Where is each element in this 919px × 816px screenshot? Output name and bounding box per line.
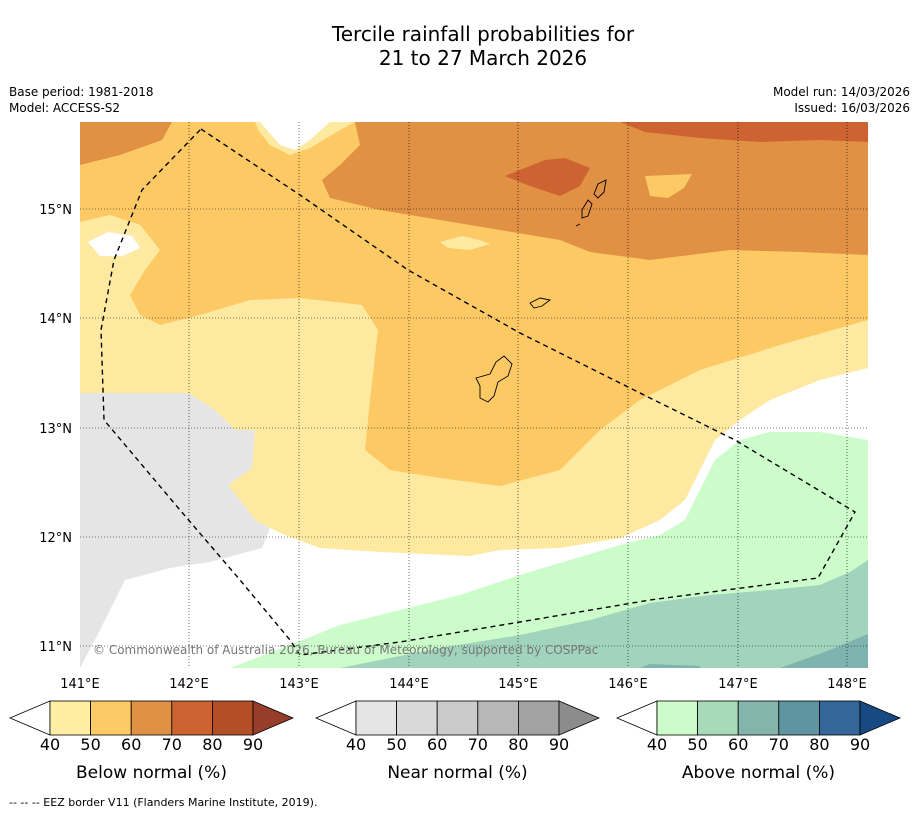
colorbar-tick: 50 xyxy=(687,735,707,754)
model-info: Base period: 1981-2018 Model: ACCESS-S2 xyxy=(9,84,154,116)
islands xyxy=(475,179,607,403)
colorbar-tick: 50 xyxy=(80,735,100,754)
above-normal-60-region xyxy=(780,634,868,668)
colorbar-label: Near normal (%) xyxy=(387,763,527,783)
run-info: Model run: 14/03/2026 Issued: 16/03/2026 xyxy=(773,84,910,116)
lon-label: 145°E xyxy=(498,677,538,692)
model-run: Model run: 14/03/2026 xyxy=(772,85,910,99)
colorbar-upper-extend xyxy=(558,700,601,736)
probability-map: © Commonwealth of Australia 2026, Bureau… xyxy=(80,122,868,668)
colorbar-segment xyxy=(737,700,780,736)
title-line-1: Tercile rainfall probabilities for xyxy=(331,22,635,46)
colorbar-segment xyxy=(477,700,519,736)
colorbar-segment xyxy=(518,700,560,736)
lat-label: 11°N xyxy=(39,640,72,655)
colorbar-segment xyxy=(778,700,820,736)
colorbar-segment xyxy=(436,700,479,736)
colorbar-label: Below normal (%) xyxy=(76,763,227,783)
lat-label: 14°N xyxy=(39,312,72,327)
longitude-labels: 141°E 142°E 143°E 144°E 145°E 146°E 147°E 148°E xyxy=(60,677,867,692)
colorbar-segment xyxy=(697,700,739,736)
colorbar-0: 40 50 60 70 80 90 Below normal (%) xyxy=(8,700,295,783)
colorbar-segment xyxy=(171,700,213,736)
white-gap-a xyxy=(260,122,330,150)
lon-label: 142°E xyxy=(169,677,209,692)
above-normal-60-patch xyxy=(640,664,700,668)
colorbar-tick: 80 xyxy=(202,735,222,754)
colorbar-lower-extend xyxy=(314,700,357,736)
colorbar-segment xyxy=(49,700,91,736)
below-normal-70-patch xyxy=(505,158,590,196)
eez-footnote: -- -- -- EEZ border V11 (Flanders Marine… xyxy=(9,796,318,809)
lon-label: 148°E xyxy=(827,677,867,692)
white-gap-c xyxy=(88,232,140,256)
colorbar-segment xyxy=(90,700,132,736)
colorbar-segment xyxy=(211,700,254,736)
colorbar-upper-extend xyxy=(252,700,295,736)
below-normal-60-region xyxy=(80,122,172,165)
colorbar-tick: 80 xyxy=(508,735,528,754)
colorbar-tick: 40 xyxy=(647,735,667,754)
colorbars: 40 50 60 70 80 90 Below normal (%) 40 50 60 70 80 90… xyxy=(8,700,902,783)
colorbar-upper-extend xyxy=(859,700,902,736)
colorbar-1: 40 50 60 70 80 90 Near normal (%) xyxy=(314,700,601,783)
island-saipan xyxy=(593,179,607,199)
colorbar-label: Above normal (%) xyxy=(682,763,835,783)
colorbar-lower-extend xyxy=(8,700,51,736)
title-line-2: 21 to 27 March 2026 xyxy=(378,46,588,70)
issued-date: Issued: 16/03/2026 xyxy=(794,101,910,115)
colorbar-tick: 60 xyxy=(121,735,141,754)
latitude-labels: 15°N 14°N 13°N 12°N 11°N xyxy=(39,203,72,655)
island-tinian xyxy=(581,199,593,219)
colorbar-tick: 90 xyxy=(243,735,263,754)
colorbar-tick: 70 xyxy=(468,735,488,754)
below-normal-50-patch-a xyxy=(645,174,692,198)
base-period: Base period: 1981-2018 xyxy=(9,85,154,99)
below-normal-40-patch-c xyxy=(440,236,490,250)
colorbar-lower-extend xyxy=(615,700,658,736)
model-name: Model: ACCESS-S2 xyxy=(9,101,121,115)
eez-border xyxy=(100,128,856,656)
colorbar-tick: 60 xyxy=(427,735,447,754)
colorbar-tick: 70 xyxy=(162,735,182,754)
colorbar-tick: 80 xyxy=(809,735,829,754)
lon-label: 144°E xyxy=(389,677,429,692)
colorbar-tick: 70 xyxy=(769,735,789,754)
colorbar-tick: 90 xyxy=(850,735,870,754)
colorbar-segment xyxy=(819,700,861,736)
lon-label: 146°E xyxy=(608,677,648,692)
copyright-text: © Commonwealth of Australia 2026, Bureau… xyxy=(93,643,598,657)
colorbar-tick: 40 xyxy=(346,735,366,754)
near-normal-40-region xyxy=(80,393,270,668)
lat-label: 15°N xyxy=(39,203,72,218)
colorbar-2: 40 50 60 70 80 90 Above normal (%) xyxy=(615,700,902,783)
colorbar-segment xyxy=(656,700,698,736)
colorbar-segment xyxy=(355,700,397,736)
island-rota xyxy=(529,297,552,309)
lat-label: 13°N xyxy=(39,422,72,437)
colorbar-tick: 90 xyxy=(549,735,569,754)
colorbar-segment xyxy=(130,700,173,736)
island-aguijan xyxy=(575,223,581,227)
lat-label: 12°N xyxy=(39,531,72,546)
above-normal-50-region xyxy=(340,560,868,668)
colorbar-segment xyxy=(396,700,438,736)
lon-label: 147°E xyxy=(718,677,758,692)
island-guam xyxy=(475,355,513,403)
lon-label: 141°E xyxy=(60,677,100,692)
lon-label: 143°E xyxy=(279,677,319,692)
colorbar-tick: 60 xyxy=(728,735,748,754)
gridlines xyxy=(80,122,868,668)
colorbar-tick: 40 xyxy=(40,735,60,754)
chart-title: Tercile rainfall probabilities for 21 to… xyxy=(0,22,919,70)
colorbar-tick: 50 xyxy=(386,735,406,754)
below-normal-70-region xyxy=(620,122,868,142)
